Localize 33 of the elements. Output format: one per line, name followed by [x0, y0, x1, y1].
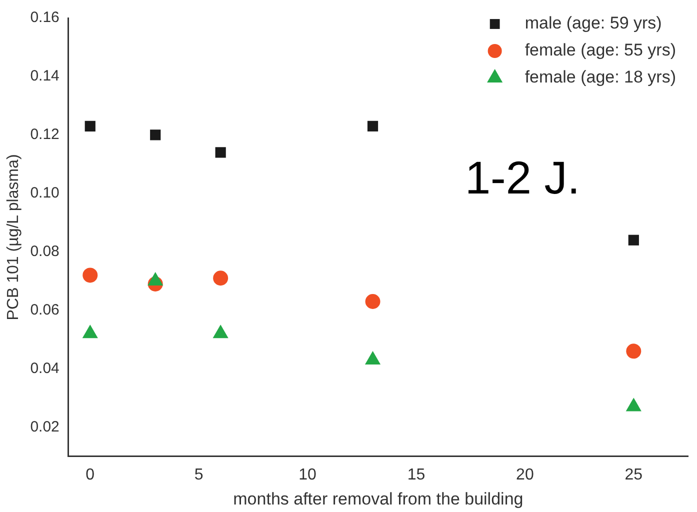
point — [215, 147, 226, 158]
point — [364, 350, 381, 364]
x-axis-title: months after removal from the building — [233, 489, 524, 508]
x-tick-label: 15 — [407, 466, 426, 484]
y-tick-label: 0.16 — [30, 9, 60, 26]
x-tick-label: 0 — [86, 466, 95, 484]
legend-label: male (age: 59 yrs) — [524, 14, 662, 33]
y-tick-label: 0.10 — [30, 184, 60, 202]
x-tick-label: 5 — [194, 466, 204, 484]
point — [84, 120, 96, 132]
legend-label: female (age: 55 yrs) — [524, 40, 676, 60]
point — [213, 270, 228, 286]
y-tick-label: 0.08 — [30, 242, 60, 260]
y-axis-title: PCB 101 (µg/L plasma) — [5, 154, 22, 320]
y-tick-label: 0.06 — [30, 301, 60, 318]
point — [82, 324, 98, 338]
point — [628, 234, 639, 246]
y-tick-label: 0.14 — [30, 68, 60, 85]
point — [82, 268, 98, 283]
x-tick-label: 10 — [298, 466, 317, 484]
y-tick-label: 0.12 — [30, 126, 60, 144]
y-tick-label: 0.04 — [30, 360, 60, 377]
annotation: 1-2 J. — [464, 151, 580, 204]
point — [212, 324, 228, 338]
point — [367, 120, 378, 132]
legend-label: female (age: 18 yrs) — [524, 68, 676, 87]
point — [365, 294, 380, 309]
x-tick-label: 25 — [624, 466, 643, 484]
x-tick-label: 20 — [516, 466, 534, 484]
y-tick-label: 0.02 — [30, 418, 60, 436]
point — [150, 130, 161, 140]
point — [148, 272, 164, 286]
point — [626, 398, 642, 412]
